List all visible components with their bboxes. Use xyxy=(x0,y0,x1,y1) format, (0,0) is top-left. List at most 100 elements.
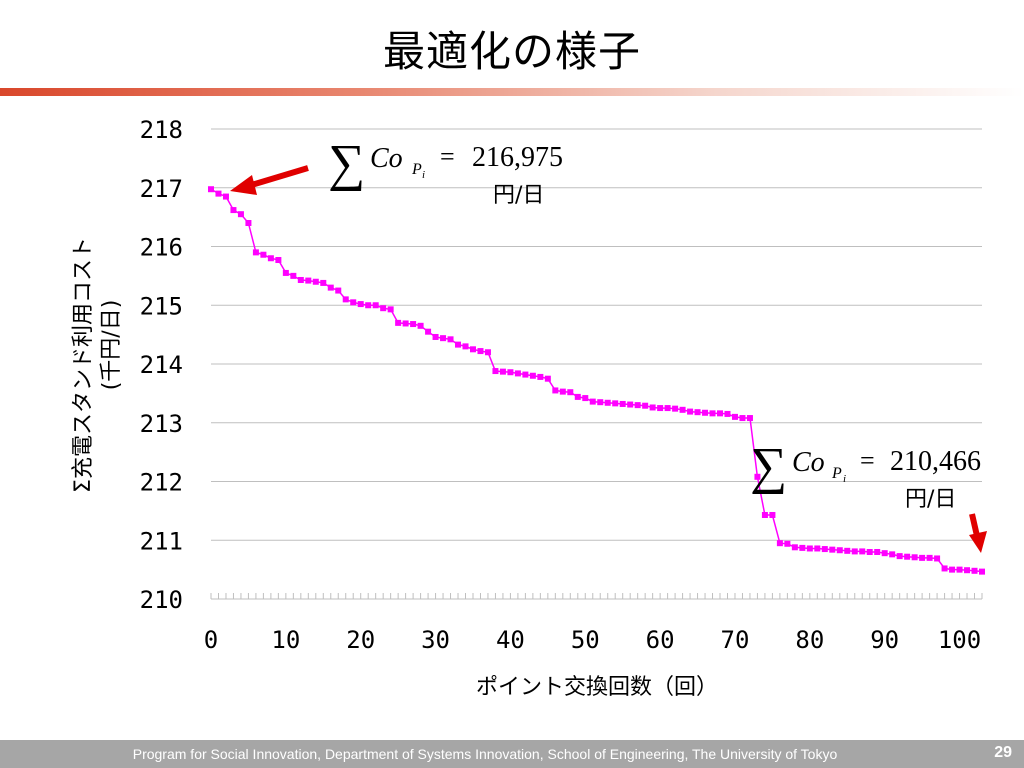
y-tick-label: 211 xyxy=(140,527,183,555)
final-cost-unit: 円/日 xyxy=(905,487,956,512)
data-point xyxy=(335,287,342,294)
data-point xyxy=(731,413,738,420)
data-point xyxy=(342,296,349,303)
data-point xyxy=(559,388,566,395)
data-point xyxy=(724,410,731,417)
data-point xyxy=(567,389,574,396)
subscript-p: P xyxy=(831,465,842,482)
data-point xyxy=(222,193,229,200)
data-point xyxy=(949,566,956,573)
subscript-i: i xyxy=(422,169,425,181)
data-point xyxy=(499,368,506,375)
data-point xyxy=(267,255,274,262)
y-tick-label: 210 xyxy=(140,586,183,614)
data-point xyxy=(305,277,312,284)
data-point xyxy=(522,371,529,378)
data-point xyxy=(866,549,873,555)
chart-grid xyxy=(211,128,982,600)
x-tick-label: 0 xyxy=(204,626,218,654)
data-point xyxy=(971,567,978,574)
initial-cost-value: 216,975 xyxy=(472,142,563,173)
data-point xyxy=(514,370,521,377)
data-point xyxy=(230,207,237,214)
x-tick-label: 10 xyxy=(271,626,300,654)
data-point xyxy=(582,395,589,402)
data-point xyxy=(889,551,896,558)
data-point xyxy=(597,399,604,406)
sum-symbol: ∑ xyxy=(328,135,365,192)
data-point xyxy=(649,404,656,411)
data-point xyxy=(320,279,327,286)
page-number: 29 xyxy=(994,744,1012,761)
annotation-initial-cost: ∑ Co P i = 216,975 円/日 xyxy=(328,135,563,208)
data-point xyxy=(417,322,424,329)
y-tick-label: 217 xyxy=(140,175,183,203)
data-point xyxy=(919,554,926,561)
data-point xyxy=(425,328,432,335)
data-point xyxy=(357,301,364,308)
data-point xyxy=(627,401,634,408)
data-point xyxy=(799,544,806,551)
annotation-final-cost: ∑ Co P i = 210,466 円/日 xyxy=(750,438,981,512)
x-tick-label: 50 xyxy=(571,626,600,654)
data-point xyxy=(874,549,881,555)
x-tick-label: 90 xyxy=(870,626,899,654)
data-point xyxy=(851,548,858,555)
data-point xyxy=(365,302,372,309)
x-tick-label: 30 xyxy=(421,626,450,654)
equals-sign: = xyxy=(440,142,455,171)
data-point xyxy=(664,405,671,412)
subscript-p: P xyxy=(411,161,422,178)
data-point xyxy=(432,333,439,340)
data-point xyxy=(440,335,447,342)
y-tick-labels: 210 211 212 213 214 215 216 217 218 xyxy=(140,116,183,614)
y-tick-label: 213 xyxy=(140,410,183,438)
data-point xyxy=(237,211,244,218)
data-point xyxy=(208,186,214,193)
data-point xyxy=(507,369,514,376)
data-point xyxy=(702,409,709,416)
data-point xyxy=(784,540,791,547)
data-point xyxy=(275,257,282,264)
data-point xyxy=(844,547,851,554)
sum-symbol: ∑ xyxy=(750,438,787,495)
data-point xyxy=(769,511,776,518)
data-point xyxy=(297,276,304,283)
data-point xyxy=(881,550,888,557)
data-point xyxy=(492,368,499,375)
data-point xyxy=(619,400,626,407)
data-point xyxy=(829,546,836,553)
data-point xyxy=(395,319,402,326)
data-point xyxy=(469,346,476,353)
data-point xyxy=(462,343,469,350)
subscript-i: i xyxy=(843,473,846,485)
data-point xyxy=(896,553,903,560)
y-tick-label: 215 xyxy=(140,292,183,320)
x-tick-label: 100 xyxy=(938,626,981,654)
data-point xyxy=(776,540,783,547)
final-cost-value: 210,466 xyxy=(890,446,981,477)
series-markers xyxy=(208,186,985,575)
co-symbol: Co xyxy=(792,447,825,478)
data-point xyxy=(904,553,911,560)
optimization-chart: 210 211 212 213 214 215 216 217 218 0 10 20 30 40 50 6… xyxy=(71,116,987,700)
y-tick-label: 212 xyxy=(140,469,183,497)
data-point xyxy=(717,410,724,417)
x-tick-label: 60 xyxy=(646,626,675,654)
data-point xyxy=(552,387,559,394)
data-point xyxy=(410,321,417,328)
x-tick-label: 70 xyxy=(721,626,750,654)
x-tick-label: 40 xyxy=(496,626,525,654)
data-point xyxy=(282,269,289,276)
data-point xyxy=(754,473,761,480)
data-point xyxy=(642,402,649,409)
x-tick-labels: 0 10 20 30 40 50 60 70 80 90 100 xyxy=(204,626,981,654)
y-axis-title-line1: Σ充電スタンド利用コスト xyxy=(71,237,96,493)
data-point xyxy=(911,554,918,561)
data-point xyxy=(612,400,619,407)
x-minor-ticks xyxy=(210,593,983,599)
data-point xyxy=(791,544,798,551)
data-point xyxy=(402,320,409,327)
title-rule xyxy=(0,88,1024,96)
data-point xyxy=(529,372,536,379)
